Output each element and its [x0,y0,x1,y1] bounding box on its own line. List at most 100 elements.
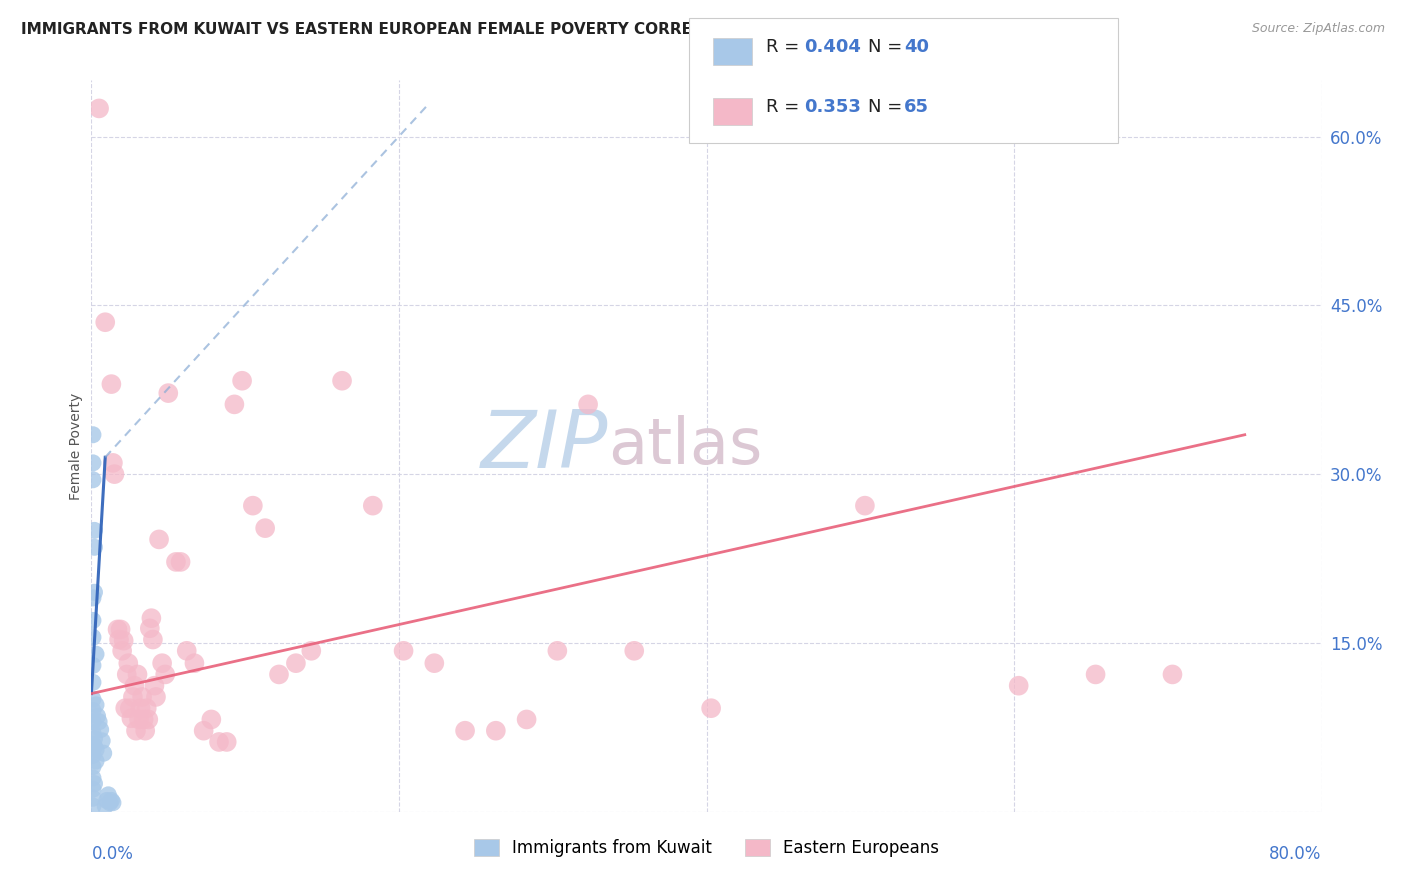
Point [157,386,180,401]
Point [176,644,198,658]
Point [82,703,104,717]
Point [90,723,112,737]
Y-axis label: Female Poverty: Female Poverty [69,392,83,500]
Point [153,667,177,681]
Text: 0.404: 0.404 [804,38,860,56]
Point [94,799,117,814]
Point [143,679,166,693]
Point [82,737,104,751]
Point [112,633,135,648]
Point [485,723,508,738]
Point [546,644,568,658]
Point [1161,667,1184,681]
Point [127,667,149,681]
Point [82,473,104,487]
Point [148,533,170,547]
Point [83,524,105,538]
Point [125,723,148,738]
Point [82,591,104,605]
Point [87,102,110,116]
Point [124,679,146,693]
Text: ZIP: ZIP [481,407,607,485]
Text: atlas: atlas [607,415,762,477]
Point [84,647,107,661]
Point [82,791,104,805]
Text: R =: R = [766,38,806,56]
Text: N =: N = [868,38,907,56]
Point [231,374,253,388]
Point [103,467,125,482]
Point [254,521,277,535]
Point [82,748,104,763]
Point [361,499,384,513]
Point [84,698,107,712]
Point [224,397,246,411]
Text: IMMIGRANTS FROM KUWAIT VS EASTERN EUROPEAN FEMALE POVERTY CORRELATION CHART: IMMIGRANTS FROM KUWAIT VS EASTERN EUROPE… [21,22,817,37]
Point [208,735,231,749]
Point [115,667,138,681]
Text: 80.0%: 80.0% [1270,845,1322,863]
Point [423,656,446,670]
Point [82,799,104,814]
Text: N =: N = [868,98,907,116]
Point [82,692,104,706]
Point [86,709,108,723]
Point [114,701,136,715]
Point [83,585,105,599]
Point [132,713,155,727]
Point [82,427,104,442]
Point [150,656,173,670]
Point [193,723,215,738]
Point [169,555,191,569]
Point [145,690,167,704]
Point [299,644,322,658]
Point [83,739,105,754]
Point [101,456,124,470]
Point [82,630,104,644]
Point [117,656,139,670]
Point [134,723,156,738]
Point [96,793,118,807]
Point [700,701,723,715]
Point [136,713,159,727]
Text: 0.353: 0.353 [804,98,860,116]
Point [94,315,117,329]
Point [122,690,145,704]
Point [139,621,162,635]
Point [215,735,238,749]
Point [330,374,353,388]
Point [91,734,114,748]
Point [267,667,290,681]
Point [853,499,876,513]
Point [242,499,264,513]
Point [82,726,104,740]
Point [623,644,645,658]
Point [87,714,110,729]
Text: 0.0%: 0.0% [91,845,134,863]
Point [84,754,107,768]
Point [98,796,121,810]
Point [200,713,222,727]
Text: R =: R = [766,98,806,116]
Point [284,656,307,670]
Point [83,541,105,555]
Point [111,644,134,658]
Point [83,776,105,790]
Point [84,743,107,757]
Point [454,723,477,738]
Point [108,632,131,647]
Point [82,614,104,628]
Point [576,397,599,411]
Point [83,731,105,746]
Point [100,793,122,807]
Point [131,690,153,704]
Point [165,555,187,569]
Point [82,658,104,673]
Point [516,713,538,727]
Point [110,623,132,637]
Point [183,656,205,670]
Point [107,623,129,637]
Point [82,456,104,470]
Point [141,611,163,625]
Legend: Immigrants from Kuwait, Eastern Europeans: Immigrants from Kuwait, Eastern European… [465,830,948,865]
